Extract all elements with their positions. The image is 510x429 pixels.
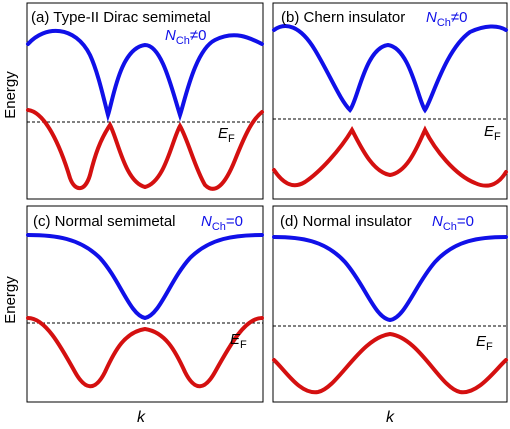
panel-d-ef-sub: F — [486, 341, 493, 353]
x-axis-label-left: k — [137, 409, 146, 426]
panel-c-nch-sub: Ch — [212, 221, 226, 233]
panel-b-ef-sub: F — [494, 131, 501, 143]
panel-b-nch-sub: Ch — [437, 17, 451, 29]
panel-b-ef-main: E — [484, 123, 495, 140]
panel-c-conduction-band — [26, 233, 264, 321]
panel-b-conduction-band — [272, 24, 508, 114]
panel-b-fermi-label: EF — [484, 123, 501, 143]
panel-a-ef-main: E — [218, 125, 229, 142]
panel-d-fermi-label: EF — [476, 333, 493, 353]
panel-c-valence-band — [26, 316, 264, 389]
panel-a-chern-number: NCh≠0 — [165, 27, 206, 47]
panel-d-title: (d) Normal insulator — [280, 213, 412, 230]
y-axis-label-top: Energy — [2, 71, 19, 119]
panel-d-frame — [272, 205, 508, 403]
panel-c-ef-sub: F — [240, 339, 247, 351]
panel-c-ef-main: E — [230, 331, 241, 348]
panel-b-chern-number: NCh≠0 — [426, 9, 467, 29]
panel-d-valence-band — [272, 331, 508, 395]
panel-d-nch-rel: = — [457, 213, 466, 230]
panel-b: (b) Chern insulator NCh≠0 EF — [272, 2, 508, 200]
panel-b-nch-rel: ≠ — [451, 9, 459, 26]
panel-c-chern-number: NCh=0 — [201, 213, 243, 233]
panel-d-nch-value: 0 — [466, 213, 474, 230]
panel-a-nch-value: 0 — [198, 27, 206, 44]
panel-a-nch-letter: N — [165, 27, 176, 44]
panel-c-fermi-label: EF — [230, 331, 247, 351]
panel-b-nch-letter: N — [426, 9, 437, 26]
panel-a: (a) Type-II Dirac semimetal NCh≠0 EF — [26, 2, 264, 200]
panel-a-conduction-band — [26, 29, 264, 122]
panel-c-nch-value: 0 — [235, 213, 243, 230]
panel-d-ef-main: E — [476, 333, 487, 350]
panel-b-title: (b) Chern insulator — [281, 9, 405, 26]
panel-d-nch-sub: Ch — [443, 221, 457, 233]
panel-c: (c) Normal semimetal NCh=0 EF — [26, 205, 264, 403]
panel-c-title: (c) Normal semimetal — [33, 213, 176, 230]
panel-a-valence-band — [26, 108, 264, 191]
panel-d-nch-letter: N — [432, 213, 443, 230]
panel-d: (d) Normal insulator NCh=0 EF — [272, 205, 508, 403]
panel-b-frame — [272, 2, 508, 200]
x-axis-label-right: k — [386, 409, 395, 426]
panel-a-nch-rel: ≠ — [190, 27, 198, 44]
panel-a-frame — [26, 2, 264, 200]
panel-d-conduction-band — [272, 235, 508, 323]
panel-c-frame — [26, 205, 264, 403]
panel-a-nch-sub: Ch — [176, 35, 190, 47]
y-axis-label-bottom: Energy — [2, 276, 19, 324]
panel-b-nch-value: 0 — [459, 9, 467, 26]
panel-a-ef-sub: F — [228, 133, 235, 145]
panel-b-valence-band — [272, 125, 508, 188]
panel-d-chern-number: NCh=0 — [432, 213, 474, 233]
panel-c-nch-letter: N — [201, 213, 212, 230]
panel-a-fermi-label: EF — [218, 125, 235, 145]
panel-c-nch-rel: = — [226, 213, 235, 230]
panel-a-title: (a) Type-II Dirac semimetal — [31, 9, 211, 26]
